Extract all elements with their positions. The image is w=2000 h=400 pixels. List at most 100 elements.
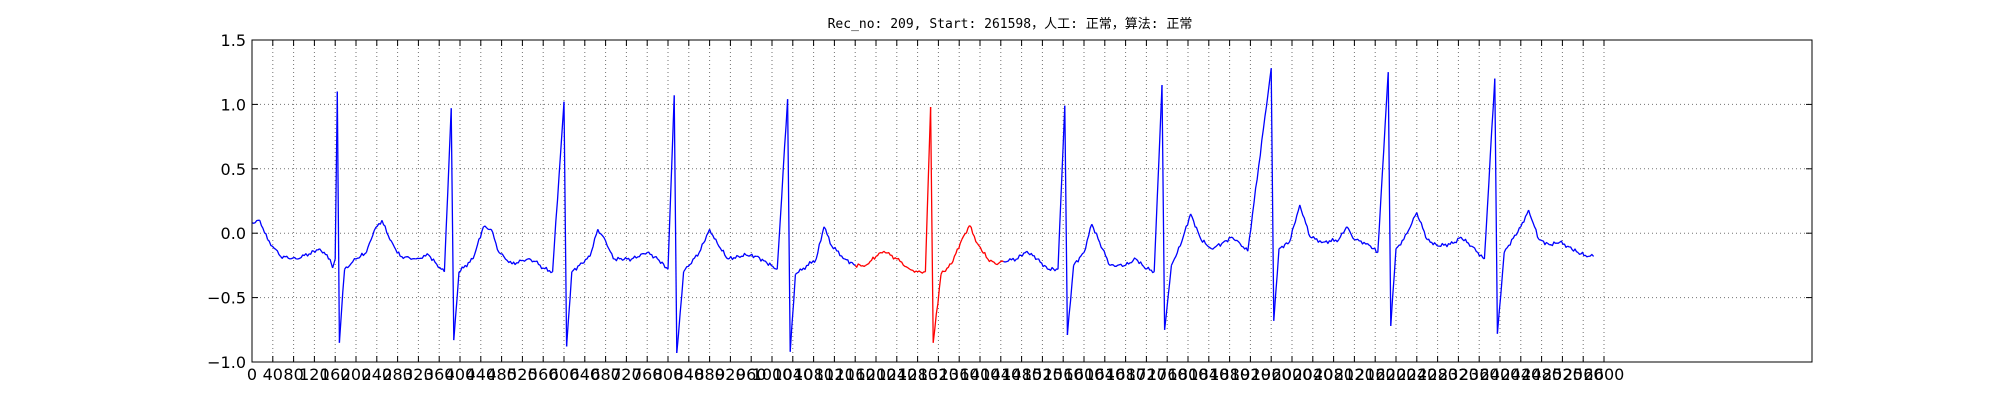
x-tick-label: 2200 (1376, 365, 1417, 384)
ecg-segment-red (987, 258, 997, 265)
ecg-segment-blue (1403, 212, 1418, 240)
x-tick-label: 640 (570, 365, 601, 384)
x-tick-label: 2560 (1563, 365, 1604, 384)
x-tick-label: 1120 (814, 365, 855, 384)
x-tick-label: 680 (590, 365, 621, 384)
x-tick-label: 1080 (793, 365, 834, 384)
ecg-segment-red (909, 268, 918, 273)
ecg-segment-blue (1170, 245, 1181, 266)
ecg-segment-blue (309, 248, 320, 255)
x-tick-label: 2280 (1417, 365, 1458, 384)
ecg-segment-blue (1047, 266, 1059, 272)
x-tick-label: 960 (736, 365, 767, 384)
chart-title: Rec_no: 209, Start: 261598，人工: 正常，算法: 正常 (828, 17, 1193, 32)
x-tick-label: 2320 (1438, 365, 1479, 384)
ecg-segment-blue (450, 108, 455, 341)
ecg-segment-blue (458, 257, 474, 273)
ecg-segment-blue (1073, 251, 1085, 266)
x-tick-label: 2480 (1521, 365, 1562, 384)
x-tick-label: 1360 (939, 365, 980, 384)
ecg-segment-blue (844, 258, 856, 266)
x-tick-label: 2040 (1292, 365, 1333, 384)
x-axis: 0 40 8012016020024028032036040044048052056… (247, 40, 1624, 384)
x-tick-label: 2600 (1584, 365, 1625, 384)
x-tick-label: 1920 (1230, 365, 1271, 384)
ecg-segment-blue (1003, 257, 1017, 263)
x-tick-label: 920 (715, 365, 746, 384)
x-tick-label: 1240 (876, 365, 917, 384)
ecg-segment-blue (1026, 250, 1038, 261)
x-tick-label: 1280 (897, 365, 938, 384)
x-tick-label: 320 (403, 365, 434, 384)
x-tick-label: 1520 (1022, 365, 1063, 384)
ecg-segment-blue (1066, 265, 1075, 336)
grid (251, 39, 1812, 363)
ecg-segment-blue (683, 252, 700, 273)
ecg-segment-blue (443, 108, 452, 272)
ecg-segment-blue (1460, 236, 1472, 247)
x-tick-label: 1880 (1209, 365, 1250, 384)
x-tick-label: 480 (486, 365, 517, 384)
ecg-segment-blue (673, 95, 678, 354)
x-tick-label: 2000 (1272, 365, 1313, 384)
x-tick-label: 160 (320, 365, 351, 384)
x-tick-label: 1760 (1147, 365, 1188, 384)
ecg-segment-blue (647, 251, 659, 260)
ecg-segment-blue (296, 253, 310, 260)
x-tick-label: 800 (653, 365, 684, 384)
ecg-segment-blue (1588, 253, 1595, 258)
x-tick-label: 520 (507, 365, 538, 384)
ecg-segment-blue (338, 269, 346, 343)
x-tick-label: 200 (341, 365, 372, 384)
x-tick-label: 120 (299, 365, 330, 384)
ecg-segment-blue (631, 252, 648, 260)
ecg-segment-red (865, 256, 877, 266)
ecg-segment-blue (1288, 204, 1301, 243)
ecg-segment-blue (1354, 238, 1368, 245)
x-tick-label: 1200 (856, 365, 897, 384)
ecg-segment-blue (1503, 226, 1522, 253)
ecg-segment-blue (336, 91, 341, 343)
ecg-segment-blue (1494, 78, 1499, 334)
ecg-segment-blue (251, 219, 260, 224)
ecg-segment-blue (1163, 265, 1173, 330)
ecg-segment-blue (280, 255, 297, 260)
ecg-segment-blue (766, 262, 778, 270)
ecg-segment-blue (1064, 105, 1069, 336)
ecg-segment-blue (1143, 266, 1155, 274)
ecg-segment-blue (1437, 241, 1454, 248)
ecg-segment-red (875, 250, 885, 257)
ecg-segment-blue (1247, 68, 1272, 252)
ecg-segment-blue (267, 239, 282, 257)
ecg-segment-blue (511, 258, 528, 266)
ecg-segment-blue (1309, 236, 1324, 244)
x-tick-label: 1640 (1084, 365, 1125, 384)
x-tick-label: 2120 (1334, 365, 1375, 384)
ecg-segment-blue (727, 252, 747, 261)
ecg-segment-blue (786, 99, 791, 352)
ecg-segment-blue (1109, 263, 1126, 268)
x-tick-label: 1160 (835, 365, 876, 384)
ecg-segment-blue (331, 258, 336, 269)
ecg-segment-blue (1057, 105, 1066, 270)
x-tick-label: 1680 (1105, 365, 1146, 384)
x-tick-label: 80 (283, 365, 303, 384)
ecg-segment-blue (1135, 258, 1145, 268)
ecg-segment-red (917, 270, 926, 274)
ecg-segment-blue (527, 258, 536, 263)
ecg-segment-blue (776, 99, 789, 270)
ecg-segment-blue (708, 229, 719, 244)
ecg-segment-blue (498, 251, 513, 265)
y-axis: 1.5 1.0 0.5 0.0 −0.5 −1.0 (207, 31, 1812, 372)
ecg-segment-blue (1338, 226, 1348, 240)
ecg-segment-blue (565, 271, 573, 347)
ecg-segment-blue (1346, 226, 1355, 241)
ecg-segment-blue (1200, 239, 1212, 250)
x-tick-label: 880 (694, 365, 725, 384)
ecg-segment-blue (381, 220, 391, 240)
ecg-segment-blue (415, 253, 430, 260)
x-tick-label: 1440 (980, 365, 1021, 384)
ecg-segment-blue (1387, 72, 1392, 326)
ecg-segment-red (995, 260, 1004, 266)
